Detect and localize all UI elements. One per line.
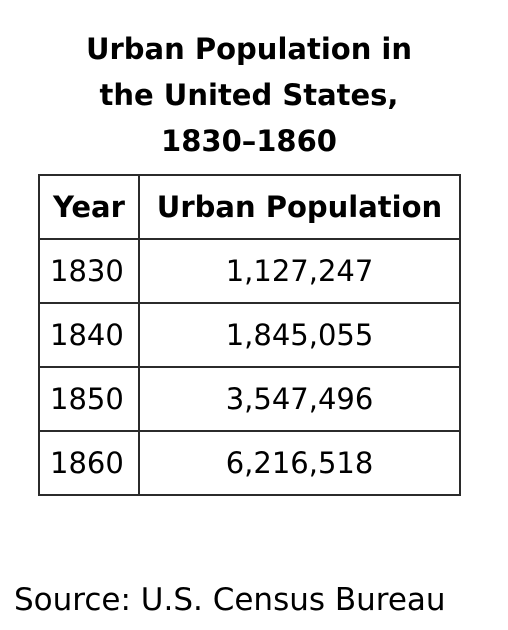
- year-cell: 1840: [38, 302, 140, 368]
- column-header-urban-population: Urban Population: [138, 174, 461, 240]
- population-cell: 3,547,496: [138, 366, 461, 432]
- table-row: 1850 3,547,496: [38, 366, 461, 432]
- title-line-1: Urban Population in: [85, 32, 413, 66]
- table-row: 1840 1,845,055: [38, 302, 461, 368]
- population-cell: 1,845,055: [138, 302, 461, 368]
- population-cell: 1,127,247: [138, 238, 461, 304]
- title-line-3: 1830–1860: [161, 124, 337, 158]
- table-row: 1860 6,216,518: [38, 430, 461, 496]
- table-header-row: Year Urban Population: [38, 174, 461, 240]
- population-cell: 6,216,518: [138, 430, 461, 496]
- source-note: Source: U.S. Census Bureau: [14, 582, 446, 618]
- population-table: Year Urban Population 1830 1,127,247 184…: [38, 174, 461, 496]
- table-row: 1830 1,127,247: [38, 238, 461, 304]
- chart-title: Urban Population in the United States, 1…: [0, 26, 498, 164]
- column-header-year: Year: [38, 174, 140, 240]
- year-cell: 1830: [38, 238, 140, 304]
- year-cell: 1850: [38, 366, 140, 432]
- title-line-2: the United States,: [99, 78, 399, 112]
- year-cell: 1860: [38, 430, 140, 496]
